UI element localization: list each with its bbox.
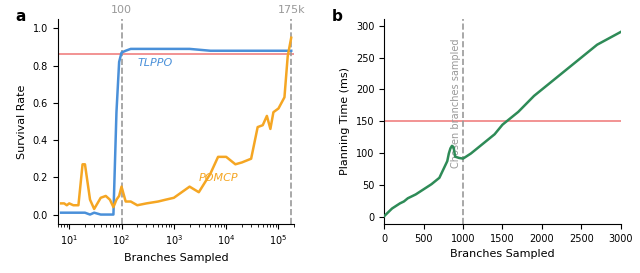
X-axis label: Branches Sampled: Branches Sampled xyxy=(450,249,555,259)
Text: POMCP: POMCP xyxy=(199,173,239,183)
Text: Chosen branches sampled: Chosen branches sampled xyxy=(451,38,461,168)
Text: a: a xyxy=(15,9,26,24)
X-axis label: Branches Sampled: Branches Sampled xyxy=(124,253,228,263)
Text: 100: 100 xyxy=(111,5,132,15)
Text: b: b xyxy=(332,9,343,24)
Text: TLPPO: TLPPO xyxy=(137,58,173,68)
Text: 175k: 175k xyxy=(277,5,305,15)
Y-axis label: Survival Rate: Survival Rate xyxy=(17,84,27,159)
Y-axis label: Planning Time (ms): Planning Time (ms) xyxy=(340,67,350,176)
